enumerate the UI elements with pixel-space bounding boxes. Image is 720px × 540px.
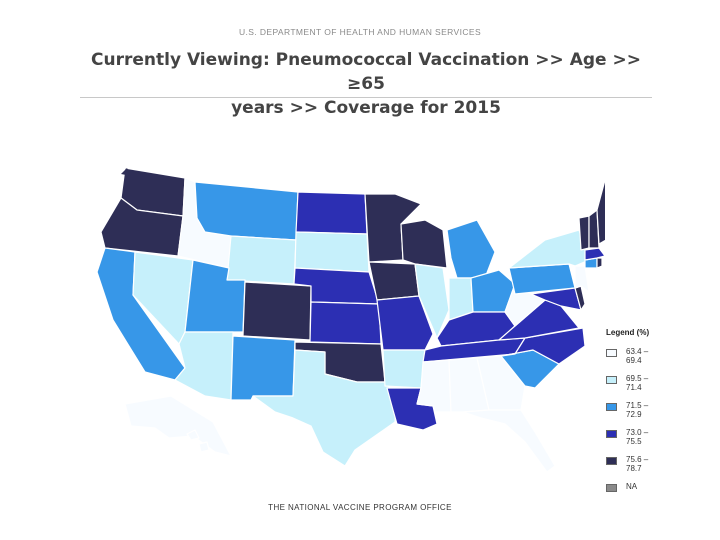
state-wyoming[interactable]	[226, 235, 297, 285]
state-new-york[interactable]	[508, 229, 590, 269]
state-new-mexico[interactable]	[230, 335, 296, 401]
state-texas[interactable]	[252, 349, 398, 467]
legend-label-2: 69.5 – 71.4	[626, 374, 649, 392]
legend-swatch-1	[606, 349, 617, 357]
legend-swatch-3	[606, 403, 617, 411]
legend-swatch-2	[606, 376, 617, 384]
legend-item-2: 69.5 – 71.4	[606, 374, 716, 401]
state-wisconsin[interactable]	[400, 219, 448, 269]
legend-swatch-6	[606, 484, 617, 492]
state-montana[interactable]	[194, 181, 299, 241]
page-title: Currently Viewing: Pneumococcal Vaccinat…	[80, 48, 652, 120]
state-kansas[interactable]	[309, 301, 382, 345]
state-vermont[interactable]	[578, 215, 590, 251]
legend-item-4: 73.0 – 75.5	[606, 428, 716, 455]
state-michigan[interactable]	[446, 219, 496, 279]
state-maryland[interactable]	[530, 287, 582, 311]
legend-item-1: 63.4 – 69.4	[606, 347, 716, 374]
agency-name: U.S. DEPARTMENT OF HEALTH AND HUMAN SERV…	[238, 27, 482, 37]
state-maine[interactable]	[596, 179, 605, 245]
state-rhode-island[interactable]	[596, 257, 603, 269]
legend-item-5: 75.6 – 78.7	[606, 455, 716, 482]
legend-label-1: 63.4 – 69.4	[626, 347, 649, 365]
title-divider	[80, 97, 652, 98]
legend-swatch-4	[606, 430, 617, 438]
state-illinois[interactable]	[414, 263, 450, 339]
state-hawaii-big-island[interactable]	[198, 441, 210, 453]
state-iowa[interactable]	[368, 261, 420, 301]
title-line-2: years >> Coverage for 2015	[231, 98, 501, 118]
title-line-1: Currently Viewing: Pneumococcal Vaccinat…	[91, 50, 641, 94]
state-georgia[interactable]	[476, 355, 526, 411]
legend-item-6: NA	[606, 482, 716, 509]
state-alaska[interactable]	[124, 395, 232, 457]
legend-label-6: NA	[626, 482, 638, 491]
map-legend: Legend (%) 63.4 – 69.4 69.5 – 71.4 71.5 …	[606, 328, 716, 509]
legend-label-4: 73.0 – 75.5	[626, 428, 649, 446]
legend-title: Legend (%)	[606, 328, 650, 337]
state-missouri[interactable]	[376, 295, 434, 351]
map-decoration	[121, 168, 131, 176]
legend-item-3: 71.5 – 72.9	[606, 401, 716, 428]
legend-label-5: 75.6 – 78.7	[626, 455, 649, 473]
state-north-dakota[interactable]	[295, 191, 368, 235]
state-outline-nub	[121, 168, 131, 176]
footer-office: THE NATIONAL VACCINE PROGRAM OFFICE	[268, 503, 452, 512]
state-south-dakota[interactable]	[294, 231, 370, 273]
state-florida[interactable]	[462, 409, 556, 473]
state-new-hampshire[interactable]	[588, 209, 600, 249]
legend-label-3: 71.5 – 72.9	[626, 401, 649, 419]
state-mississippi[interactable]	[416, 359, 452, 413]
state-hawaii[interactable]	[186, 429, 200, 441]
state-arkansas[interactable]	[382, 349, 426, 389]
state-new-jersey[interactable]	[574, 265, 590, 293]
us-coverage-map	[96, 167, 605, 473]
state-colorado[interactable]	[242, 281, 312, 341]
legend-swatch-5	[606, 457, 617, 465]
